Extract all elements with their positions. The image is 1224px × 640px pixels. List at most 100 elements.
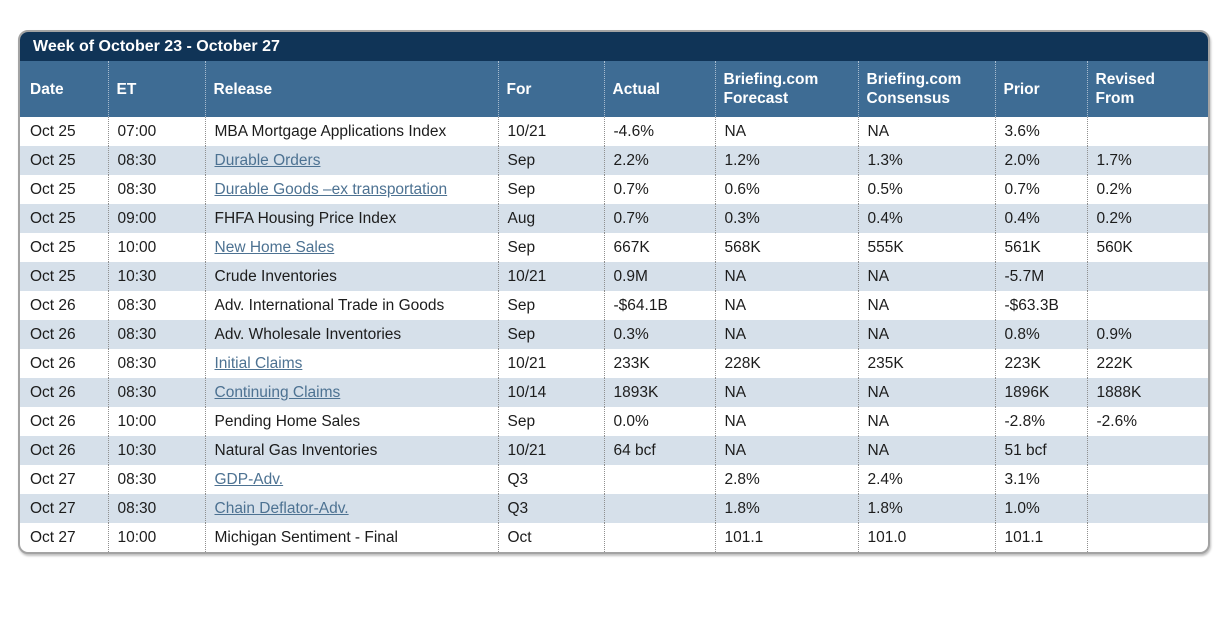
cell-actual [603, 465, 715, 494]
cell-forecast: NA [714, 262, 858, 291]
cell-revised [1086, 523, 1208, 552]
cell-actual: 2.2% [603, 146, 715, 175]
cell-prior: 101.1 [994, 523, 1087, 552]
cell-revised [1086, 465, 1208, 494]
cell-forecast: NA [714, 117, 858, 146]
cell-et: 10:00 [107, 233, 205, 262]
column-header-actual: Actual [603, 61, 715, 117]
release-label: FHFA Housing Price Index [214, 210, 397, 227]
cell-actual: 1893K [603, 378, 715, 407]
cell-prior: 3.1% [994, 465, 1087, 494]
cell-actual: 0.3% [603, 320, 715, 349]
cell-et: 07:00 [107, 117, 205, 146]
cell-actual: 0.7% [603, 204, 715, 233]
release-link[interactable]: Durable Orders [214, 152, 321, 169]
cell-for: 10/21 [497, 349, 604, 378]
column-header-label: Briefing.com Forecast [723, 71, 819, 107]
column-header-briefing-consensus: Briefing.com Consensus [857, 61, 995, 117]
cell-et: 10:30 [107, 436, 205, 465]
cell-prior: 223K [994, 349, 1087, 378]
cell-forecast: NA [714, 291, 858, 320]
cell-actual [603, 523, 715, 552]
cell-date: Oct 25 [30, 152, 76, 169]
cell-release: GDP-Adv. [204, 465, 498, 494]
cell-prior: 1896K [994, 378, 1087, 407]
table-row: Oct 26 08:30 Initial Claims 10/21 233K 228K 23… [20, 349, 1208, 378]
table-row: Oct 25 10:30 Crude Inventories 10/21 0.9M NA N… [20, 262, 1208, 291]
release-link[interactable]: Chain Deflator-Adv. [214, 500, 349, 517]
column-header-for: For [497, 61, 604, 117]
release-link[interactable]: New Home Sales [214, 239, 335, 256]
calendar-grid: Date ET Release For Actual Briefing.com Forec… [20, 61, 1208, 552]
release-label: Natural Gas Inventories [214, 442, 378, 459]
cell-actual: -4.6% [603, 117, 715, 146]
cell-release: Continuing Claims [204, 378, 498, 407]
cell-consensus: NA [857, 407, 995, 436]
cell-release: Michigan Sentiment - Final [204, 523, 498, 552]
cell-for: Q3 [497, 494, 604, 523]
table-row: Oct 26 10:00 Pending Home Sales Sep 0.0% NA NA… [20, 407, 1208, 436]
table-row: Oct 25 07:00 MBA Mortgage Applications Ind… [20, 117, 1208, 146]
cell-release: Pending Home Sales [204, 407, 498, 436]
cell-for: Q3 [497, 465, 604, 494]
cell-for: 10/21 [497, 117, 604, 146]
cell-date: Oct 26 [30, 413, 76, 430]
cell-release: Adv. Wholesale Inventories [204, 320, 498, 349]
cell-release: Crude Inventories [204, 262, 498, 291]
cell-revised: 1888K [1086, 378, 1208, 407]
cell-date: Oct 27 [30, 471, 76, 488]
table-row: Oct 27 08:30 GDP-Adv. Q3 2.8% 2.4% 3.1% [20, 465, 1208, 494]
column-header-release: Release [204, 61, 498, 117]
column-header-label: Actual [612, 80, 660, 98]
cell-revised [1086, 117, 1208, 146]
cell-release: Chain Deflator-Adv. [204, 494, 498, 523]
cell-et: 08:30 [107, 465, 205, 494]
cell-prior: 0.7% [994, 175, 1087, 204]
cell-forecast: 0.6% [714, 175, 858, 204]
cell-revised [1086, 262, 1208, 291]
cell-release: Adv. International Trade in Goods [204, 291, 498, 320]
cell-revised [1086, 494, 1208, 523]
release-label: MBA Mortgage Applications Index [214, 123, 447, 140]
cell-et: 08:30 [107, 291, 205, 320]
cell-prior: 0.4% [994, 204, 1087, 233]
table-row: Oct 25 09:00 FHFA Housing Price Index Aug 0.… [20, 204, 1208, 233]
cell-actual: 0.7% [603, 175, 715, 204]
cell-date: Oct 26 [30, 384, 76, 401]
cell-release: Durable Orders [204, 146, 498, 175]
cell-actual: 667K [603, 233, 715, 262]
cell-for: Sep [497, 175, 604, 204]
table-row: Oct 25 08:30 Durable Goods –ex transportat… [20, 175, 1208, 204]
column-header-label: Date [30, 80, 64, 98]
cell-consensus: NA [857, 262, 995, 291]
cell-forecast: NA [714, 436, 858, 465]
column-header-label: Prior [1003, 80, 1040, 98]
release-label: Adv. Wholesale Inventories [214, 326, 402, 343]
cell-for: Sep [497, 291, 604, 320]
release-link[interactable]: GDP-Adv. [214, 471, 284, 488]
release-label: Pending Home Sales [214, 413, 361, 430]
cell-date: Oct 25 [30, 181, 76, 198]
table-row: Oct 26 08:30 Adv. International Trade in G… [20, 291, 1208, 320]
cell-revised: 560K [1086, 233, 1208, 262]
column-header-prior: Prior [994, 61, 1087, 117]
release-label: Adv. International Trade in Goods [214, 297, 445, 314]
release-link[interactable]: Durable Goods –ex transportation [214, 181, 448, 198]
cell-actual: 233K [603, 349, 715, 378]
cell-revised: 0.9% [1086, 320, 1208, 349]
cell-consensus: 1.8% [857, 494, 995, 523]
column-header-label: For [506, 80, 532, 98]
column-header-revised-from: Revised From [1086, 61, 1208, 117]
release-link[interactable]: Continuing Claims [214, 384, 341, 401]
column-header-label: Revised From [1095, 71, 1155, 107]
calendar-week-title: Week of October 23 - October 27 [20, 32, 1208, 61]
column-header-briefing-forecast: Briefing.com Forecast [714, 61, 858, 117]
cell-release: Initial Claims [204, 349, 498, 378]
cell-actual: -$64.1B [603, 291, 715, 320]
cell-release: Natural Gas Inventories [204, 436, 498, 465]
cell-for: Oct [497, 523, 604, 552]
cell-consensus: NA [857, 436, 995, 465]
cell-revised: 1.7% [1086, 146, 1208, 175]
cell-prior: 561K [994, 233, 1087, 262]
release-link[interactable]: Initial Claims [214, 355, 303, 372]
